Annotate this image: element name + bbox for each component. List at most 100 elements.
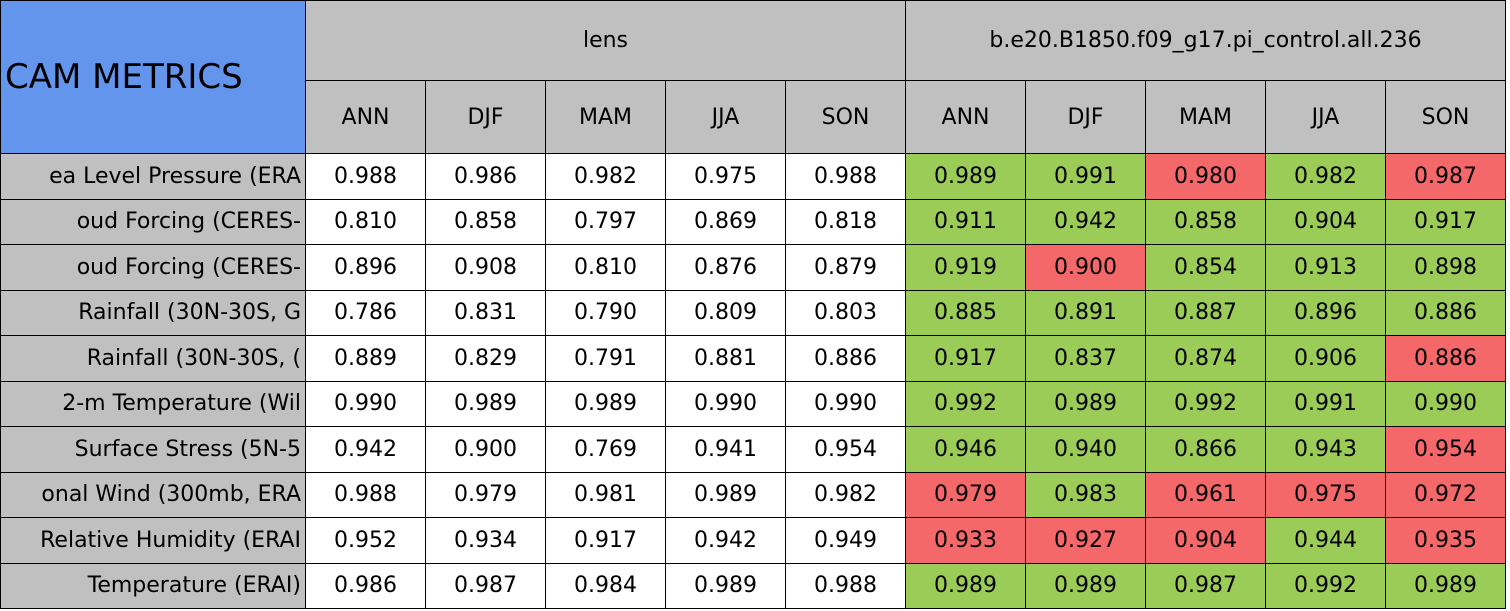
control-value: 0.990 — [1385, 380, 1506, 427]
control-value: 0.942 — [1025, 198, 1146, 245]
season-header: MAM — [1145, 80, 1266, 154]
control-value: 0.886 — [1385, 289, 1506, 336]
lens-value: 0.988 — [785, 153, 906, 200]
control-value: 0.944 — [1265, 517, 1386, 564]
control-value: 0.954 — [1385, 426, 1506, 473]
row-label: onal Wind (300mb, ERA — [0, 471, 306, 518]
title-cell: CAM METRICS — [0, 0, 306, 154]
lens-value: 0.896 — [305, 244, 426, 291]
control-value: 0.885 — [905, 289, 1026, 336]
season-header: MAM — [545, 80, 666, 154]
season-header: ANN — [905, 80, 1026, 154]
control-value: 0.927 — [1025, 517, 1146, 564]
lens-value: 0.988 — [785, 562, 906, 609]
lens-value: 0.990 — [305, 380, 426, 427]
lens-value: 0.989 — [425, 380, 546, 427]
control-value: 0.933 — [905, 517, 1026, 564]
lens-value: 0.876 — [665, 244, 786, 291]
control-value: 0.946 — [905, 426, 1026, 473]
control-value: 0.900 — [1025, 244, 1146, 291]
control-value: 0.989 — [905, 153, 1026, 200]
control-value: 0.917 — [905, 335, 1026, 382]
row-label: ea Level Pressure (ERA — [0, 153, 306, 200]
lens-value: 0.881 — [665, 335, 786, 382]
lens-value: 0.941 — [665, 426, 786, 473]
lens-value: 0.908 — [425, 244, 546, 291]
lens-value: 0.829 — [425, 335, 546, 382]
control-value: 0.913 — [1265, 244, 1386, 291]
row-label: oud Forcing (CERES- — [0, 244, 306, 291]
lens-value: 0.986 — [425, 153, 546, 200]
control-value: 0.992 — [1265, 562, 1386, 609]
lens-value: 0.981 — [545, 471, 666, 518]
control-value: 0.891 — [1025, 289, 1146, 336]
lens-value: 0.989 — [665, 562, 786, 609]
control-value: 0.911 — [905, 198, 1026, 245]
lens-value: 0.988 — [305, 471, 426, 518]
control-value: 0.904 — [1145, 517, 1266, 564]
control-value: 0.904 — [1265, 198, 1386, 245]
lens-value: 0.786 — [305, 289, 426, 336]
control-value: 0.982 — [1265, 153, 1386, 200]
control-value: 0.987 — [1385, 153, 1506, 200]
lens-value: 0.810 — [545, 244, 666, 291]
lens-value: 0.900 — [425, 426, 546, 473]
season-header: JJA — [1265, 80, 1386, 154]
season-header: DJF — [425, 80, 546, 154]
row-label: Rainfall (30N-30S, ( — [0, 335, 306, 382]
lens-value: 0.988 — [305, 153, 426, 200]
control-value: 0.991 — [1265, 380, 1386, 427]
control-value: 0.858 — [1145, 198, 1266, 245]
row-label: Surface Stress (5N-5 — [0, 426, 306, 473]
control-value: 0.991 — [1025, 153, 1146, 200]
control-value: 0.854 — [1145, 244, 1266, 291]
row-label: Rainfall (30N-30S, G — [0, 289, 306, 336]
control-value: 0.917 — [1385, 198, 1506, 245]
control-value: 0.980 — [1145, 153, 1266, 200]
control-value: 0.919 — [905, 244, 1026, 291]
control-value: 0.874 — [1145, 335, 1266, 382]
lens-value: 0.809 — [665, 289, 786, 336]
lens-value: 0.989 — [545, 380, 666, 427]
control-value: 0.989 — [1385, 562, 1506, 609]
control-value: 0.989 — [1025, 562, 1146, 609]
lens-value: 0.934 — [425, 517, 546, 564]
control-value: 0.943 — [1265, 426, 1386, 473]
lens-value: 0.810 — [305, 198, 426, 245]
group-header: b.e20.B1850.f09_g17.pi_control.all.236 — [905, 0, 1506, 81]
lens-value: 0.886 — [785, 335, 906, 382]
control-value: 0.989 — [1025, 380, 1146, 427]
control-value: 0.983 — [1025, 471, 1146, 518]
lens-value: 0.949 — [785, 517, 906, 564]
lens-value: 0.797 — [545, 198, 666, 245]
lens-value: 0.982 — [545, 153, 666, 200]
control-value: 0.972 — [1385, 471, 1506, 518]
control-value: 0.992 — [905, 380, 1026, 427]
season-header: SON — [785, 80, 906, 154]
lens-value: 0.889 — [305, 335, 426, 382]
lens-value: 0.942 — [665, 517, 786, 564]
group-header: lens — [305, 0, 906, 81]
row-label: oud Forcing (CERES- — [0, 198, 306, 245]
control-value: 0.961 — [1145, 471, 1266, 518]
lens-value: 0.990 — [785, 380, 906, 427]
control-value: 0.987 — [1145, 562, 1266, 609]
control-value: 0.887 — [1145, 289, 1266, 336]
lens-value: 0.769 — [545, 426, 666, 473]
lens-value: 0.879 — [785, 244, 906, 291]
season-header: JJA — [665, 80, 786, 154]
control-value: 0.837 — [1025, 335, 1146, 382]
lens-value: 0.982 — [785, 471, 906, 518]
control-value: 0.979 — [905, 471, 1026, 518]
lens-value: 0.942 — [305, 426, 426, 473]
row-label: Temperature (ERAI) — [0, 562, 306, 609]
lens-value: 0.803 — [785, 289, 906, 336]
lens-value: 0.975 — [665, 153, 786, 200]
lens-value: 0.791 — [545, 335, 666, 382]
season-header: ANN — [305, 80, 426, 154]
lens-value: 0.987 — [425, 562, 546, 609]
lens-value: 0.869 — [665, 198, 786, 245]
lens-value: 0.984 — [545, 562, 666, 609]
lens-value: 0.917 — [545, 517, 666, 564]
